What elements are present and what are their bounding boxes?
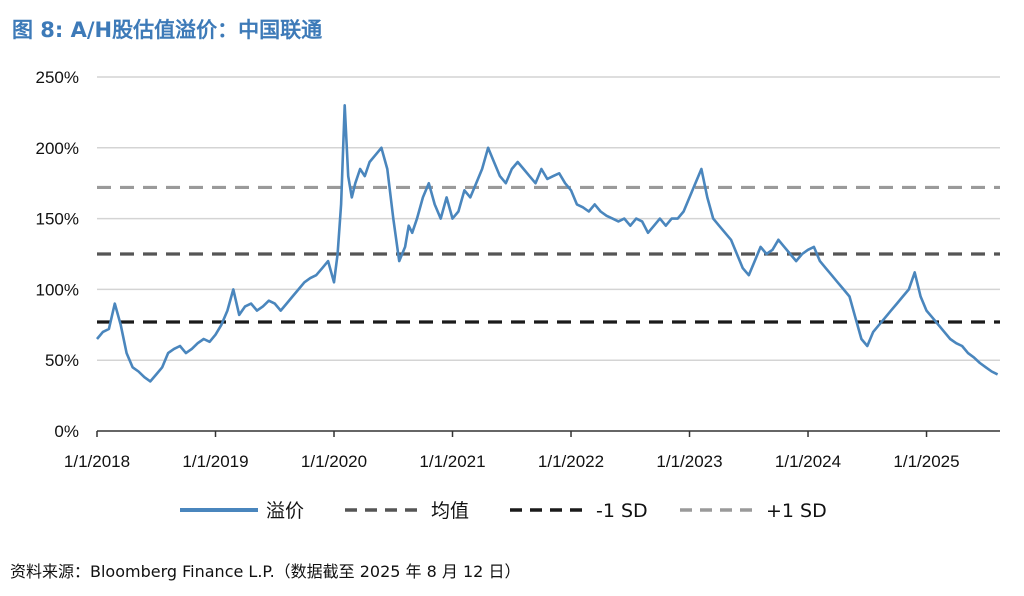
source-note: 资料来源：Bloomberg Finance L.P.（数据截至 2025 年 … <box>10 562 521 581</box>
y-tick-label: 50% <box>45 351 79 370</box>
reference-lines <box>97 185 1000 324</box>
x-tick-label: 1/1/2021 <box>419 452 485 471</box>
x-tick-label: 1/1/2020 <box>301 452 367 471</box>
x-tick-label: 1/1/2023 <box>656 452 722 471</box>
grid-layer <box>97 76 1000 361</box>
y-tick-label: 100% <box>36 280 79 299</box>
legend-label: 均值 <box>431 500 469 522</box>
x-tick-label: 1/1/2024 <box>775 452 841 471</box>
legend-label: -1 SD <box>596 500 648 522</box>
legend: 溢价 均值 -1 SD +1 SD <box>180 500 827 522</box>
legend-label: 溢价 <box>266 500 304 522</box>
x-tick-label: 1/1/2019 <box>182 452 248 471</box>
x-tick-label: 1/1/2025 <box>893 452 959 471</box>
legend-label: +1 SD <box>766 500 827 522</box>
chart: 0% 50% 100% 150% 200% 250% 1/1/2018 1/1/2019 1/1… <box>36 68 1000 522</box>
series-layer <box>96 104 999 383</box>
premium-line <box>96 104 999 383</box>
y-tick-label: 0% <box>54 422 79 441</box>
y-tick-label: 250% <box>36 68 79 87</box>
y-tick-label: 200% <box>36 139 79 158</box>
x-tick-label: 1/1/2018 <box>64 452 130 471</box>
axis-layer: 0% 50% 100% 150% 200% 250% 1/1/2018 1/1/2019 1/1… <box>36 68 1000 471</box>
chart-title: 图 8: A/H股估值溢价：中国联通 <box>12 18 323 42</box>
x-tick-label: 1/1/2022 <box>538 452 604 471</box>
y-tick-label: 150% <box>36 210 79 229</box>
